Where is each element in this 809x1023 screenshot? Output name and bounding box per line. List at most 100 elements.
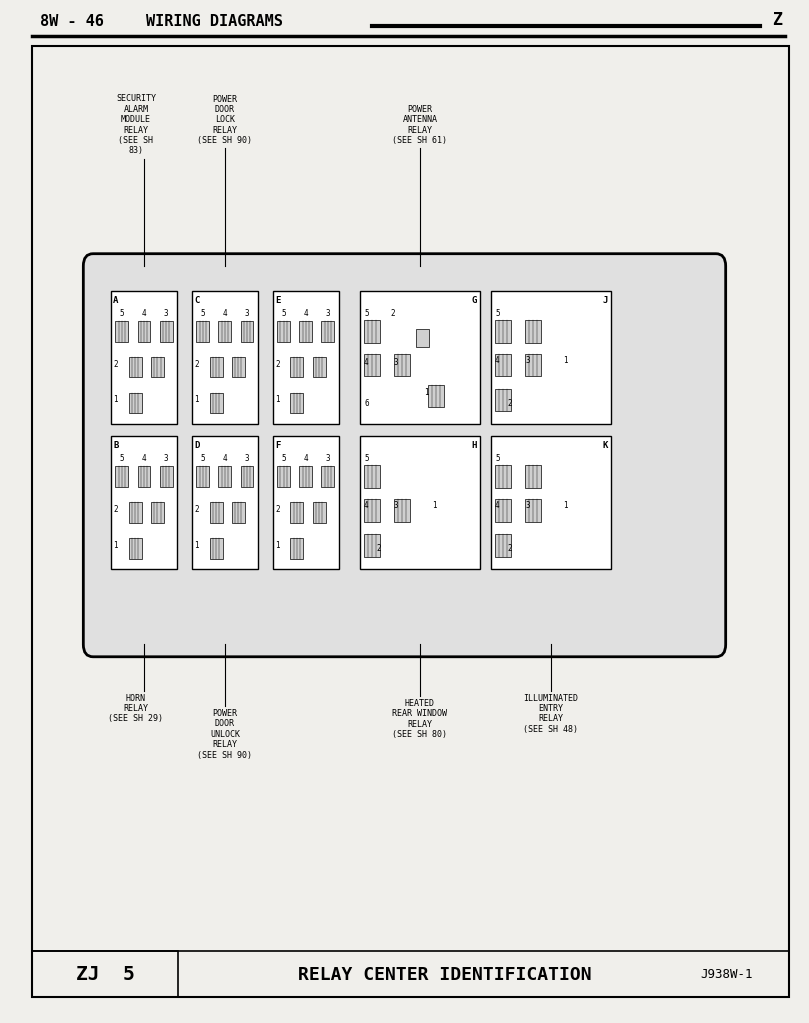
Text: 5: 5 — [120, 309, 125, 318]
Text: E: E — [275, 296, 281, 305]
Bar — [495, 354, 511, 376]
Text: 4: 4 — [495, 501, 500, 509]
Bar — [364, 465, 380, 488]
Bar — [218, 466, 231, 487]
Bar — [428, 385, 444, 407]
Bar — [218, 321, 231, 342]
Bar — [116, 466, 129, 487]
Bar — [360, 436, 480, 569]
Text: 1: 1 — [113, 396, 118, 404]
Text: HORN
RELAY
(SEE SH 29): HORN RELAY (SEE SH 29) — [108, 694, 163, 723]
Bar — [394, 354, 410, 376]
Text: 1: 1 — [275, 541, 280, 549]
Text: 1: 1 — [563, 356, 568, 364]
Bar — [290, 538, 303, 559]
Text: 3: 3 — [394, 358, 399, 366]
Text: 5: 5 — [364, 454, 369, 463]
Text: 8W - 46: 8W - 46 — [40, 13, 104, 29]
Text: 4: 4 — [495, 356, 500, 364]
Text: C: C — [194, 296, 200, 305]
Text: 6: 6 — [364, 399, 369, 407]
Bar — [491, 436, 611, 569]
Bar — [138, 321, 150, 342]
Bar — [129, 357, 142, 377]
Bar — [192, 291, 258, 424]
Text: 2: 2 — [391, 309, 396, 318]
Text: 2: 2 — [113, 505, 118, 514]
Text: 1: 1 — [424, 389, 429, 397]
Text: 5: 5 — [364, 309, 369, 318]
Bar — [290, 393, 303, 413]
Bar — [495, 465, 511, 488]
Bar — [394, 499, 410, 522]
Text: 2: 2 — [275, 505, 280, 514]
Bar — [273, 436, 339, 569]
Bar — [138, 466, 150, 487]
Bar — [192, 436, 258, 569]
Text: 3: 3 — [525, 356, 530, 364]
Text: 4: 4 — [222, 309, 227, 318]
Text: 4: 4 — [303, 454, 308, 463]
Bar — [312, 502, 325, 523]
Text: D: D — [194, 441, 200, 450]
Bar — [231, 357, 244, 377]
Bar — [495, 499, 511, 522]
Text: B: B — [113, 441, 119, 450]
Text: 4: 4 — [364, 358, 369, 366]
Bar — [150, 357, 163, 377]
Bar — [210, 393, 222, 413]
Bar — [111, 436, 177, 569]
Text: 5: 5 — [495, 309, 500, 318]
Bar — [360, 291, 480, 424]
Bar — [290, 502, 303, 523]
Bar — [495, 534, 511, 557]
Text: 3: 3 — [325, 454, 330, 463]
Text: 3: 3 — [163, 454, 168, 463]
Text: 4: 4 — [364, 501, 369, 509]
Bar — [525, 354, 541, 376]
Bar — [240, 321, 253, 342]
Bar — [495, 389, 511, 411]
Bar — [321, 466, 334, 487]
Bar — [525, 465, 541, 488]
Bar — [111, 291, 177, 424]
Text: 3: 3 — [325, 309, 330, 318]
Text: 1: 1 — [432, 501, 437, 509]
Text: H: H — [471, 441, 477, 450]
Text: 1: 1 — [275, 396, 280, 404]
Bar — [364, 534, 380, 557]
Bar — [312, 357, 325, 377]
Bar — [277, 321, 290, 342]
Text: 4: 4 — [222, 454, 227, 463]
Text: 1: 1 — [194, 396, 199, 404]
Text: K: K — [602, 441, 608, 450]
Text: 4: 4 — [142, 309, 146, 318]
Text: Z: Z — [773, 10, 782, 29]
Text: 3: 3 — [163, 309, 168, 318]
Text: 2: 2 — [507, 399, 512, 407]
Bar — [277, 466, 290, 487]
Text: G: G — [471, 296, 477, 305]
Text: ILLUMINATED
ENTRY
RELAY
(SEE SH 48): ILLUMINATED ENTRY RELAY (SEE SH 48) — [523, 694, 578, 733]
Text: POWER
DOOR
UNLOCK
RELAY
(SEE SH 90): POWER DOOR UNLOCK RELAY (SEE SH 90) — [197, 709, 252, 759]
Text: SECURITY
ALARM
MODULE
RELAY
(SEE SH
83): SECURITY ALARM MODULE RELAY (SEE SH 83) — [116, 94, 156, 155]
Text: 2: 2 — [113, 360, 118, 368]
Text: 2: 2 — [194, 505, 199, 514]
Bar — [273, 291, 339, 424]
Bar — [116, 321, 129, 342]
Bar — [525, 320, 541, 343]
Bar — [197, 466, 210, 487]
Text: 3: 3 — [244, 309, 249, 318]
Text: 5: 5 — [201, 454, 205, 463]
Text: A: A — [113, 296, 119, 305]
Text: 2: 2 — [275, 360, 280, 368]
Bar — [32, 951, 178, 997]
Bar — [290, 357, 303, 377]
Bar — [495, 320, 511, 343]
Text: 3: 3 — [244, 454, 249, 463]
Bar — [321, 321, 334, 342]
Bar — [129, 393, 142, 413]
Bar — [299, 321, 312, 342]
Text: 2: 2 — [507, 544, 512, 552]
Text: 2: 2 — [376, 544, 381, 552]
